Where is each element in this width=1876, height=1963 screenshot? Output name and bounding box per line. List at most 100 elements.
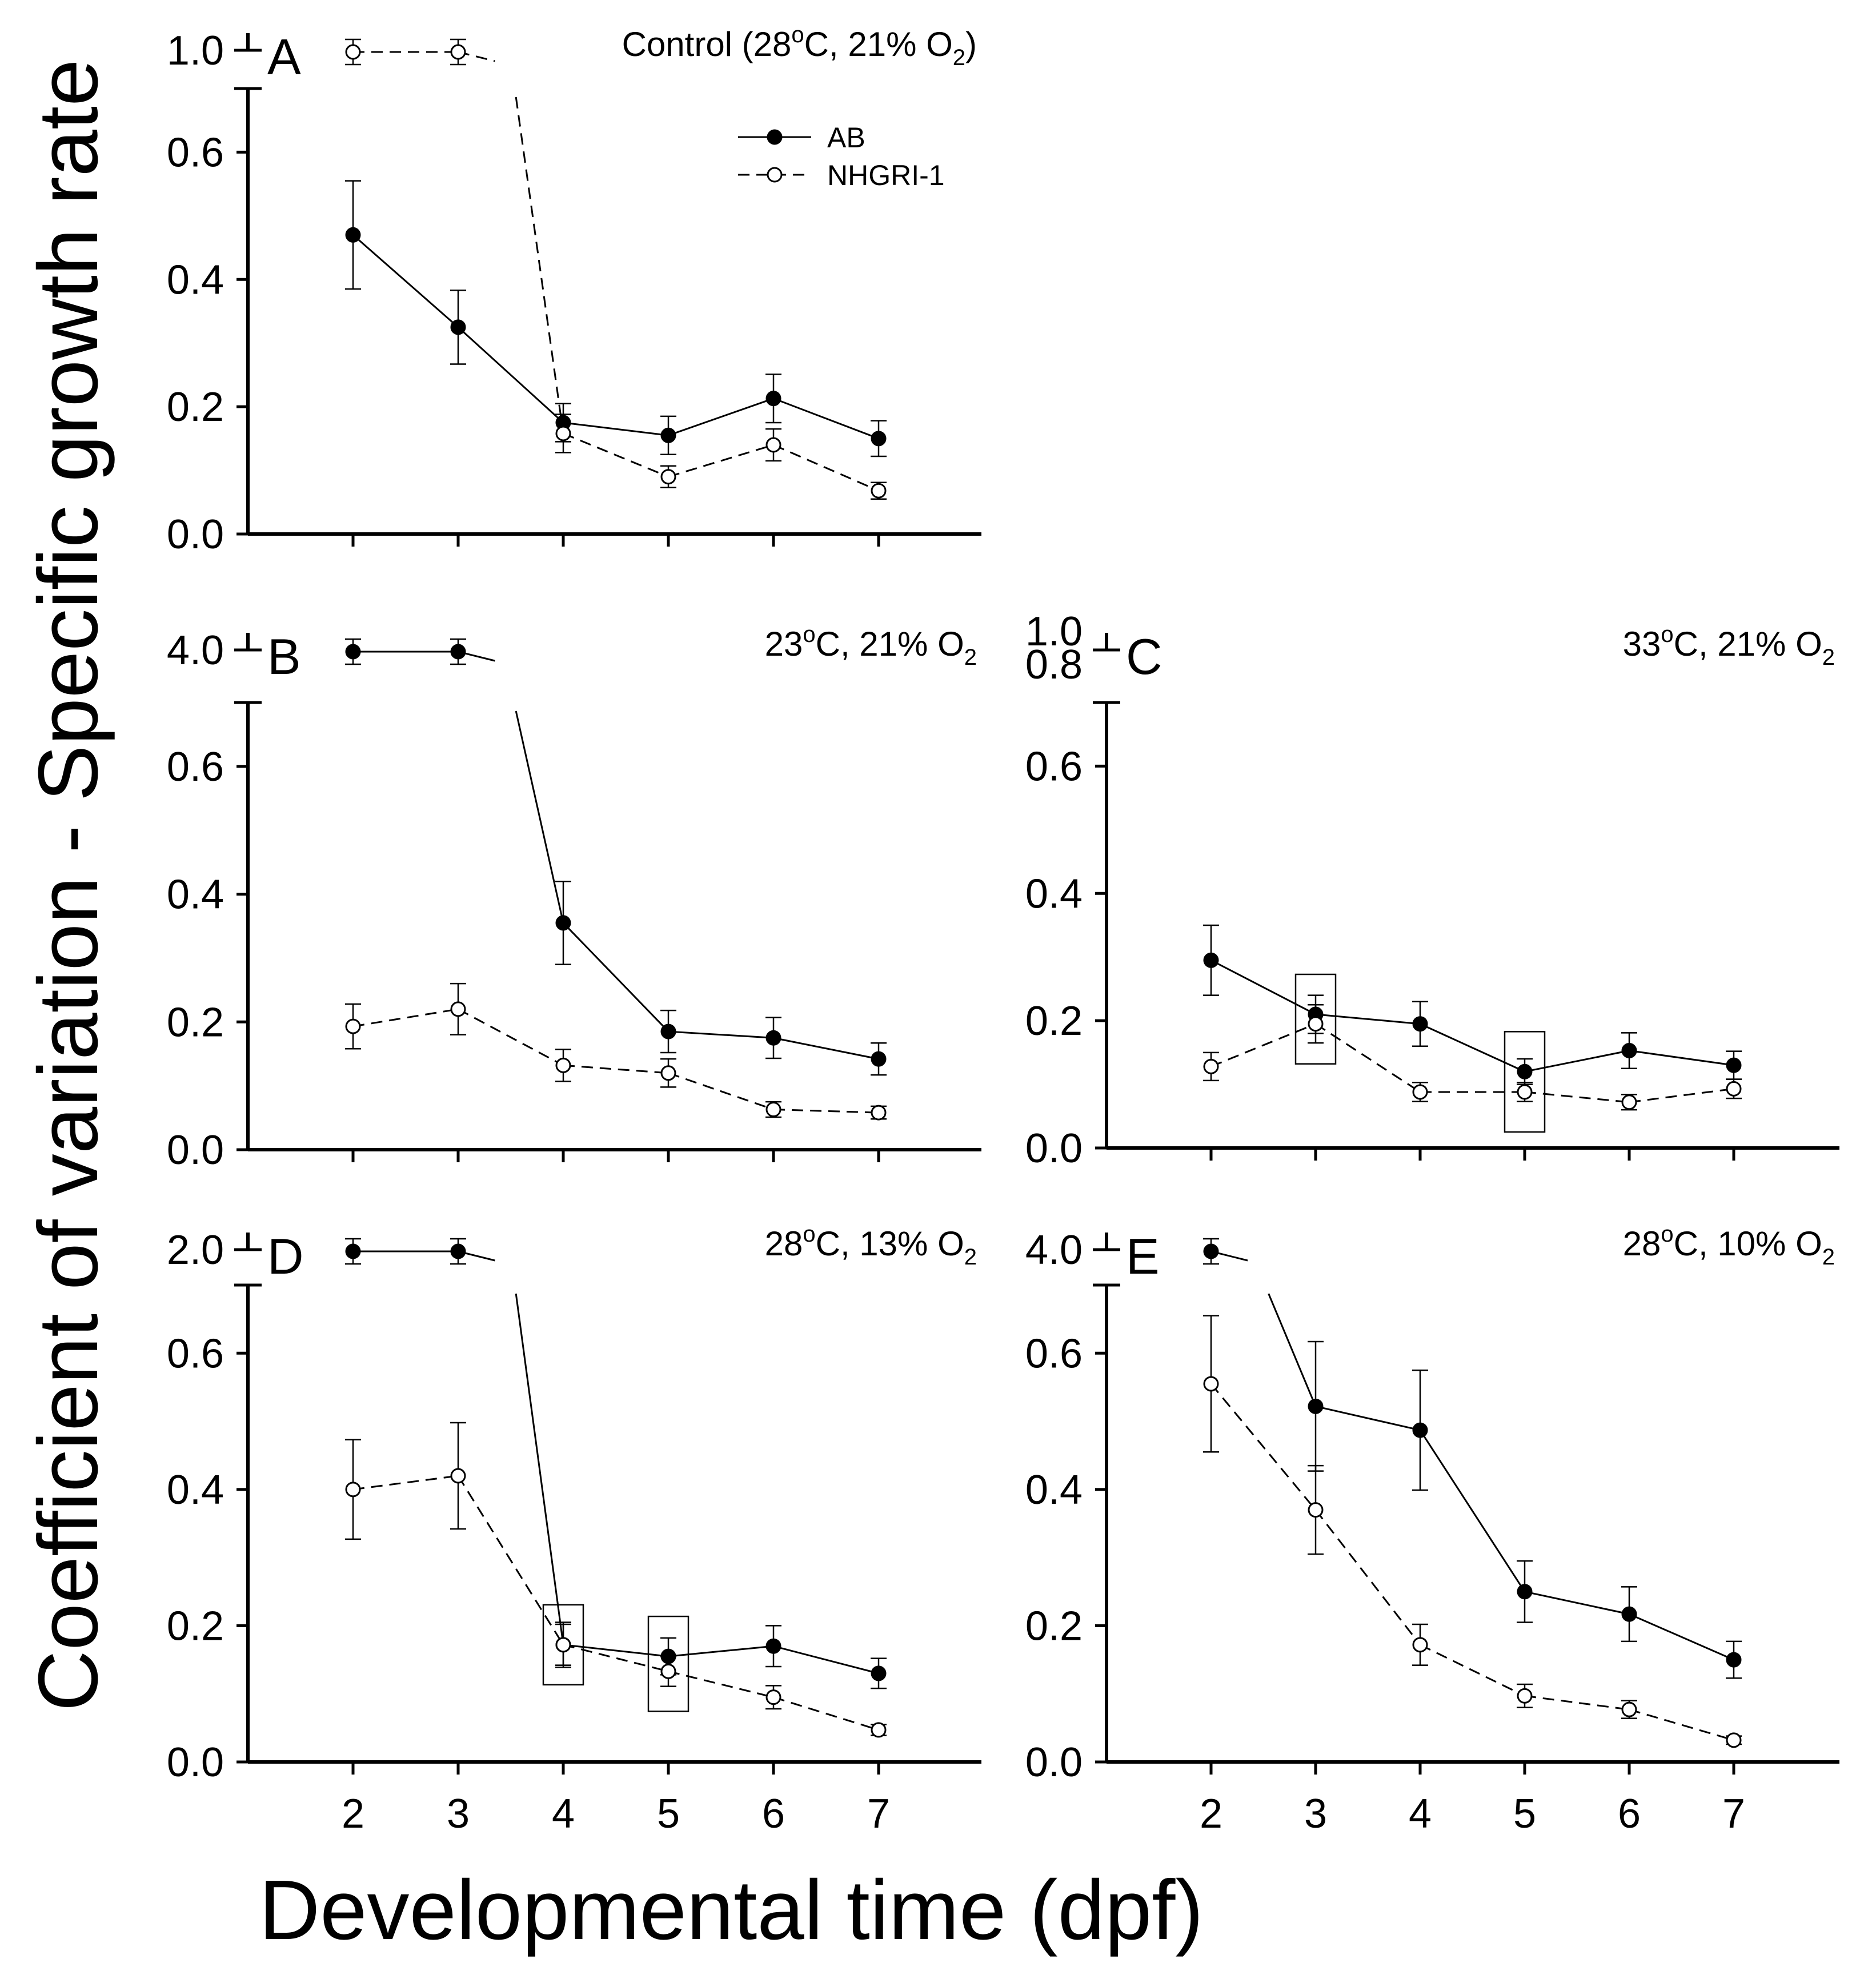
data-point-ab xyxy=(1517,1063,1533,1079)
data-point-nhgri xyxy=(871,483,887,499)
x-axis-title: Developmental time (dpf) xyxy=(259,1863,1203,1957)
data-point-nhgri xyxy=(345,44,361,60)
y-tick-label: 0.0 xyxy=(167,1127,224,1173)
significance-box xyxy=(647,1615,690,1712)
y-tick-label: 0.2 xyxy=(167,1603,224,1649)
x-tick-label: 2 xyxy=(1200,1791,1222,1837)
y-tick-label: 0.6 xyxy=(167,1331,224,1376)
condition-part: 2 xyxy=(953,45,965,70)
data-point-nhgri xyxy=(1621,1094,1637,1110)
condition-part: o xyxy=(803,1222,815,1247)
y-tick-label: 0.6 xyxy=(167,130,224,175)
condition-part: ) xyxy=(965,25,977,63)
data-point-ab xyxy=(765,1638,781,1654)
condition-part: 28 xyxy=(1623,1225,1661,1263)
data-point-ab xyxy=(871,1051,887,1067)
series-line-segment xyxy=(1315,1013,1421,1025)
data-point-nhgri xyxy=(555,425,571,441)
condition-part: C, 21% O xyxy=(1674,625,1822,663)
series-line-segment xyxy=(773,398,879,440)
y-tick-label: 0.0 xyxy=(1025,1126,1083,1171)
series-line-segment xyxy=(773,1109,879,1114)
x-tick-label: 5 xyxy=(657,1791,680,1837)
condition-label: 23oC, 21% O2 xyxy=(765,622,977,670)
y-tick-label: 0.2 xyxy=(1025,1603,1083,1649)
y-tick-label: 0.0 xyxy=(1025,1740,1083,1785)
series-line-segment xyxy=(457,326,564,424)
series-line-segment xyxy=(1420,1644,1525,1697)
data-point-nhgri xyxy=(450,1001,466,1017)
data-point-ab xyxy=(450,644,466,660)
panel-b: 0.0 0.2 0.4 0.6 4.0 B 23oC, 21% O2 xyxy=(167,622,981,1173)
series-line-segment xyxy=(515,97,564,434)
condition-label: 28oC, 13% O2 xyxy=(765,1222,977,1270)
data-point-nhgri xyxy=(1203,1058,1219,1074)
series-nhgri xyxy=(345,982,887,1121)
series-line-segment xyxy=(563,432,669,478)
series-line-segment xyxy=(563,1064,669,1074)
series-line-segment xyxy=(352,1008,459,1027)
y-axis-title: Coefficient of variation - Specific grow… xyxy=(21,59,115,1712)
x-tick-label: 7 xyxy=(867,1791,890,1837)
data-point-nhgri xyxy=(660,469,676,485)
series-line-segment xyxy=(773,1645,879,1675)
series-line-segment xyxy=(1629,1613,1734,1661)
series-line-segment xyxy=(668,1670,774,1699)
y-tick-label: 0.6 xyxy=(167,744,224,790)
x-tick-label: 6 xyxy=(762,1791,785,1837)
y-tick-label: 0.6 xyxy=(1025,744,1083,789)
series-line-segment xyxy=(352,234,459,328)
significance-box xyxy=(542,1604,584,1686)
data-point-nhgri xyxy=(1621,1701,1637,1717)
data-point-nhgri xyxy=(1412,1084,1428,1100)
significance-box xyxy=(1294,973,1337,1065)
y-tick-label: 0.4 xyxy=(167,257,224,303)
series-line-segment xyxy=(773,1037,879,1060)
panels: 0.00.20.40.61.0 A Control (28oC, 21% O2)AB… xyxy=(167,22,1839,1837)
data-point-nhgri xyxy=(450,1468,466,1484)
series-line-segment xyxy=(1210,959,1316,1015)
condition-part: o xyxy=(791,22,804,47)
condition-part: 33 xyxy=(1623,625,1661,663)
condition-part: 2 xyxy=(964,645,977,670)
y-tick-label: 0.6 xyxy=(1025,1331,1083,1376)
legend: AB NHGRI-1 xyxy=(738,122,945,191)
data-point-ab xyxy=(1621,1606,1637,1622)
series-line-segment xyxy=(563,1644,669,1657)
series-line-segment xyxy=(1524,1591,1630,1615)
data-point-ab xyxy=(345,644,361,660)
data-point-nhgri xyxy=(555,1637,571,1653)
series-line-segment xyxy=(1524,1091,1630,1103)
data-point-nhgri xyxy=(1412,1637,1428,1653)
series-line-segment xyxy=(1210,1023,1316,1067)
condition-part: 2 xyxy=(964,1245,977,1270)
data-point-nhgri xyxy=(765,1689,781,1705)
break-label: 1.0 xyxy=(1025,609,1083,655)
condition-part: 2 xyxy=(1822,645,1835,670)
series-line-segment xyxy=(1524,1050,1630,1073)
data-point-ab xyxy=(871,431,887,447)
series-ab xyxy=(345,180,887,457)
data-point-ab xyxy=(765,1030,781,1046)
condition-part: o xyxy=(803,622,815,647)
panel-letter: E xyxy=(1126,1228,1160,1284)
data-point-nhgri xyxy=(450,44,466,60)
series-line-segment xyxy=(1629,1087,1734,1103)
series-nhgri xyxy=(1203,1004,1742,1111)
data-point-nhgri xyxy=(1203,1376,1219,1392)
data-point-ab xyxy=(1412,1016,1428,1032)
condition-part: o xyxy=(1661,622,1673,647)
series-line-segment xyxy=(563,421,669,436)
panel-letter: A xyxy=(267,29,301,85)
condition-part: C, 21% O xyxy=(804,25,953,63)
condition-part: Control (28 xyxy=(622,25,792,63)
data-point-ab xyxy=(1412,1422,1428,1438)
condition-part: C, 13% O xyxy=(816,1225,964,1263)
series-line-segment xyxy=(1315,1405,1421,1431)
series-nhgri xyxy=(345,38,887,500)
data-point-nhgri xyxy=(1726,1081,1742,1097)
data-point-ab xyxy=(555,915,571,931)
data-point-nhgri xyxy=(345,1018,361,1034)
data-point-ab xyxy=(450,1243,466,1259)
panel-letter: C xyxy=(1126,628,1163,685)
